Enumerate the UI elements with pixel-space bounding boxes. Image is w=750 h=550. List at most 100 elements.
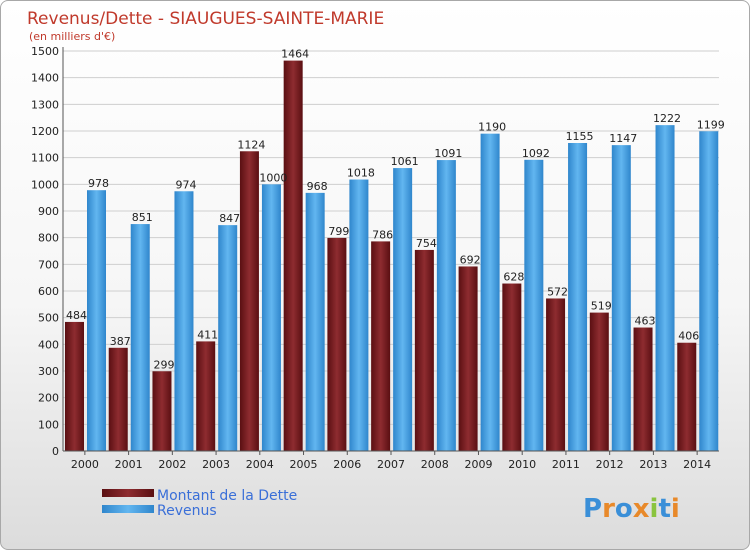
logo-letter: i [671,494,680,524]
y-tick-label: 1300 [31,98,59,111]
data-label: 519 [591,300,612,313]
x-tick-label: 2003 [202,458,230,471]
data-label: 799 [328,225,349,238]
bar [589,312,609,451]
data-label: 847 [219,212,240,225]
data-label: 1000 [259,171,287,184]
x-tick-label: 2011 [552,458,580,471]
data-label: 1092 [522,147,550,160]
logo-letter: i [650,494,659,524]
x-tick-label: 2012 [596,458,624,471]
logo-letter: o [615,494,633,524]
data-label: 754 [416,237,437,250]
bar [611,145,631,451]
data-labels: 484 978 387 851 299 974 411 847 1124 1000 1464 968 7… [66,48,725,372]
bar [305,192,325,451]
bar [196,341,216,451]
data-label: 484 [66,309,87,322]
bar [152,371,172,451]
bar [677,342,697,451]
bar [108,347,128,451]
logo-letter: r [602,494,615,524]
y-tick-label: 500 [38,312,59,325]
data-label: 572 [547,285,568,298]
x-tick-label: 2002 [158,458,186,471]
legend-label-revenus: Revenus [157,503,217,519]
y-tick-label: 700 [38,258,59,271]
legend-swatch-revenus [102,505,154,513]
logo-letter: x [633,494,650,524]
logo-letter: P [583,494,602,524]
data-label: 974 [175,178,196,191]
bar [436,160,456,452]
x-tick-label: 2000 [71,458,99,471]
data-label: 387 [110,335,131,348]
data-label: 786 [372,228,393,241]
x-tick-label: 2014 [683,458,711,471]
data-label: 851 [132,211,153,224]
x-tick-label: 2013 [639,458,667,471]
data-label: 968 [307,180,328,193]
data-label: 1464 [281,48,309,61]
data-label: 1061 [391,155,419,168]
y-tick-label: 300 [38,365,59,378]
y-tick-label: 900 [38,205,59,218]
bar [218,225,238,451]
bar [699,131,719,451]
y-tick-label: 1100 [31,152,59,165]
grid [63,50,719,452]
data-label: 406 [678,330,699,343]
legend-label-debt: Montant de la Dette [157,488,297,504]
data-label: 1222 [653,112,681,125]
bar [502,283,522,451]
bar [393,168,413,452]
logo-letter: t [658,494,670,524]
y-tick-label: 1000 [31,178,59,191]
data-label: 299 [153,358,174,371]
bar [480,133,500,451]
bar [546,298,566,451]
legend-swatch-debt [102,489,154,497]
data-label: 1091 [434,147,462,160]
legend: Montant de la Dette Revenus [102,488,297,519]
bar [524,159,544,452]
bar [130,224,150,451]
chart-title: Revenus/Dette - SIAUGUES-SAINTE-MARIE [27,9,384,29]
data-label: 628 [503,271,524,284]
data-label: 1124 [237,138,265,151]
y-tick-label: 600 [38,285,59,298]
x-tick-label: 2007 [377,458,405,471]
y-tick-label: 200 [38,392,59,405]
bar [458,266,478,451]
bar [261,184,281,452]
x-tick-label: 2001 [115,458,143,471]
y-tick-label: 0 [52,445,59,458]
data-label: 463 [635,315,656,328]
y-tick-label: 400 [38,338,59,351]
x-tick-label: 2005 [290,458,318,471]
bar [283,60,303,451]
bar [414,249,434,451]
data-label: 1018 [347,167,375,180]
data-label: 978 [88,177,109,190]
x-tick-label: 2008 [421,458,449,471]
bar [568,143,588,451]
bar [174,191,194,451]
bar [633,327,653,451]
y-tick-label: 100 [38,418,59,431]
axes: 0 100 200 300 400 500 600 700 800 900 1000 1100 1200… [31,45,719,471]
bar [371,241,391,451]
bar [87,190,106,451]
x-tick-label: 2010 [508,458,536,471]
y-tick-label: 1500 [31,45,59,58]
proxiti-logo: Proxiti [583,494,680,524]
chart-subtitle: (en milliers d'€) [29,30,115,43]
bar [239,151,259,451]
x-tick-label: 2004 [246,458,274,471]
y-tick-label: 1200 [31,125,59,138]
bar [65,321,84,451]
data-label: 411 [197,328,218,341]
bar [349,179,369,452]
